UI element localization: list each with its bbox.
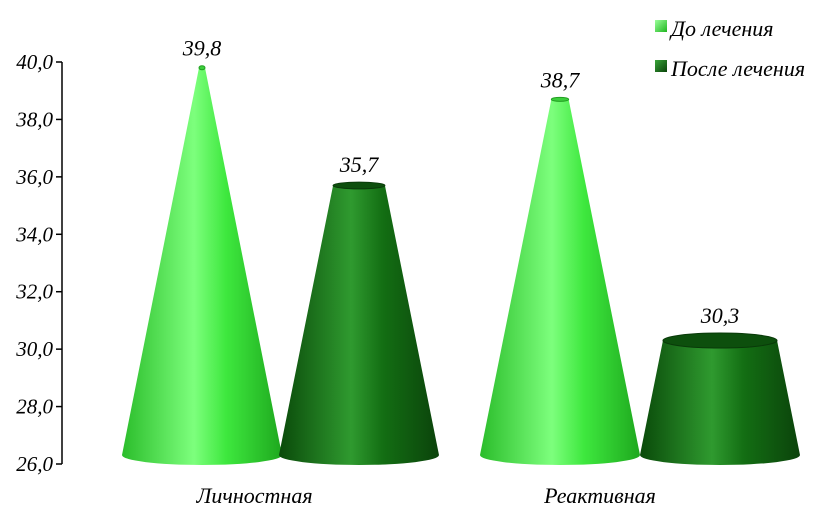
category-labels: Личностная Реактивная: [195, 483, 655, 507]
cone-after-2-top: [662, 332, 778, 349]
cone-before-2-body: [480, 99, 640, 465]
legend: До лечения После лечения: [655, 16, 805, 81]
y-tick-label: 40,0: [16, 50, 53, 74]
x-category-label: Личностная: [195, 483, 312, 507]
y-tick-label: 32,0: [15, 280, 53, 304]
cone-after-2-body: [640, 340, 800, 465]
cone-after-1-top: [332, 181, 386, 190]
data-label-before-2: 38,7: [540, 67, 581, 92]
y-tick-label: 30,0: [15, 337, 53, 361]
y-axis-ticks: 26,0 28,0 30,0 32,0 34,0 36,0 38,0 40,0: [15, 50, 62, 476]
cone-before-1-body: [122, 67, 282, 465]
x-category-label: Реактивная: [543, 483, 656, 507]
data-label-before-1: 39,8: [182, 36, 222, 61]
legend-swatch-after: [655, 60, 667, 72]
legend-label-after: После лечения: [670, 56, 805, 81]
legend-swatch-before: [655, 20, 667, 32]
y-tick-label: 38,0: [15, 107, 53, 131]
cone-before-1-top: [198, 65, 206, 71]
y-tick-label: 26,0: [16, 452, 53, 476]
cone-after-1-body: [279, 185, 439, 465]
y-tick-label: 36,0: [15, 165, 53, 189]
cone-before-2-top: [550, 96, 570, 102]
legend-label-before: До лечения: [669, 16, 774, 41]
y-tick-label: 28,0: [16, 395, 53, 419]
plot-area: 39,8 35,7 38,7 30,3: [122, 36, 800, 465]
data-label-after-2: 30,3: [700, 303, 740, 328]
data-label-after-1: 35,7: [339, 152, 380, 177]
y-tick-label: 34,0: [15, 222, 53, 246]
